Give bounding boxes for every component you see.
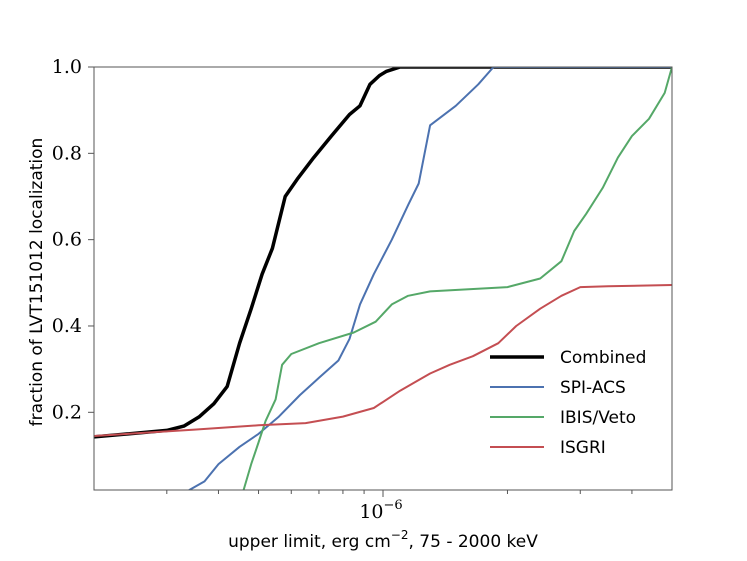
- plot-area: [94, 67, 672, 490]
- x-axis-title: upper limit, erg cm−2, 75 - 2000 keV: [228, 528, 538, 552]
- legend-label-spi-acs: SPI-ACS: [560, 378, 626, 398]
- y-tick-label: 0.8: [52, 142, 82, 164]
- legend-label-isgri: ISGRI: [560, 438, 606, 458]
- axes: 0.2 0.4 0.6 0.8 1.0 10−6: [52, 56, 673, 523]
- legend-label-combined: Combined: [560, 348, 646, 368]
- series-line-combined: [94, 67, 672, 439]
- x-axis-title-sup: −2: [391, 528, 409, 542]
- x-tick-label-base: 10: [359, 501, 383, 523]
- series-line-spi-acs: [188, 67, 672, 490]
- legend: Combined SPI-ACS IBIS/Veto ISGRI: [490, 348, 646, 458]
- y-tick-label: 0.4: [52, 315, 82, 337]
- y-tick-label: 0.2: [52, 401, 82, 423]
- series-group: [94, 67, 672, 490]
- y-axis-title: fraction of LVT151012 localization: [27, 138, 47, 427]
- x-axis-title-main: upper limit, erg cm: [228, 532, 391, 552]
- x-axis-title-tail: , 75 - 2000 keV: [408, 532, 538, 552]
- legend-label-ibis-veto: IBIS/Veto: [560, 408, 636, 428]
- x-tick-label: 10−6: [359, 498, 402, 523]
- series-line-isgri: [94, 284, 672, 437]
- y-tick-label: 0.6: [52, 229, 82, 251]
- series-line-ibis-veto: [242, 67, 672, 490]
- x-tick-label-exponent: −6: [384, 498, 403, 513]
- y-tick-label: 1.0: [52, 56, 82, 78]
